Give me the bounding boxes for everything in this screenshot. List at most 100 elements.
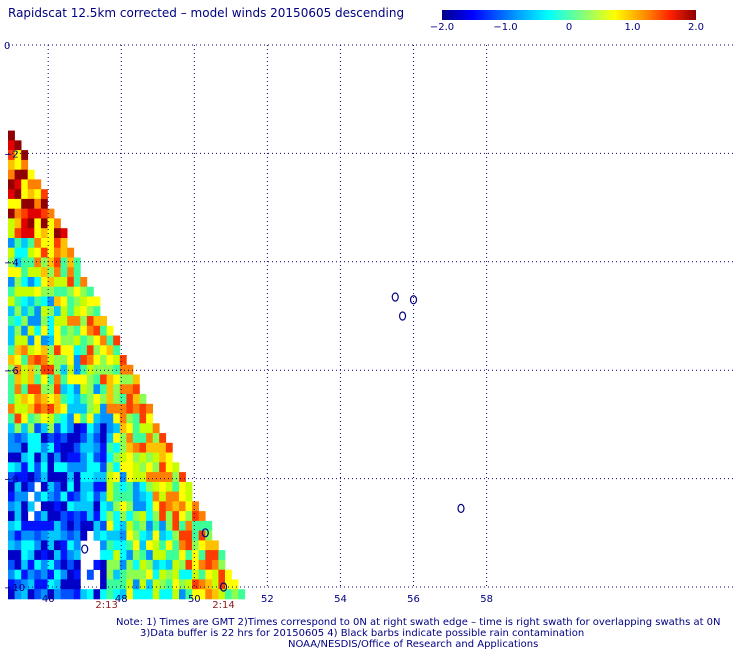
heatmap-cell (185, 589, 193, 600)
heatmap-cell (60, 569, 68, 580)
heatmap-cell (211, 579, 219, 590)
heatmap-cell (60, 511, 68, 522)
heatmap-cell (100, 355, 107, 366)
heatmap-cell (8, 286, 15, 297)
heatmap-cell (86, 462, 94, 473)
heatmap-cell (139, 403, 147, 414)
heatmap-cell (198, 569, 206, 580)
heatmap-cell (86, 306, 94, 317)
heatmap-cell (27, 198, 35, 209)
heatmap-cell (165, 530, 173, 541)
heatmap-cell (93, 374, 101, 385)
heatmap-cell (21, 520, 29, 531)
heatmap-cell (159, 579, 167, 590)
heatmap-cell (205, 550, 213, 561)
heatmap-cell (21, 247, 29, 258)
heatmap-cell (54, 481, 61, 492)
heatmap-cell (40, 238, 48, 249)
heatmap-cell (8, 530, 15, 541)
heatmap-cell (113, 413, 121, 424)
heatmap-cell (132, 423, 140, 434)
heatmap-cell (132, 550, 140, 561)
heatmap-cell (14, 228, 22, 239)
heatmap-cell (8, 520, 15, 531)
heatmap-cell (159, 491, 167, 502)
heatmap-cell (80, 501, 88, 512)
heatmap-cell (80, 462, 88, 473)
heatmap-cell (67, 530, 75, 541)
heatmap-cell (211, 540, 219, 551)
heatmap-cell (139, 481, 147, 492)
heatmap-cell (100, 520, 107, 531)
heatmap-cell (100, 442, 107, 453)
heatmap-cell (126, 569, 134, 580)
heatmap-cell (8, 228, 15, 239)
heatmap-cell (60, 452, 68, 463)
heatmap-cell (27, 345, 35, 356)
colorbar-tick-label: 1.0 (624, 22, 641, 33)
heatmap-cell (152, 589, 160, 600)
heatmap-cell (80, 452, 88, 463)
heatmap-cell (21, 491, 29, 502)
heatmap-cell (179, 540, 186, 551)
heatmap-cell (93, 413, 101, 424)
heatmap-cell (8, 550, 15, 561)
heatmap-cell (8, 316, 15, 327)
heatmap-cell (67, 384, 75, 395)
heatmap-cell (40, 462, 48, 473)
heatmap-cell (27, 364, 35, 375)
heatmap-cell (119, 511, 127, 522)
heatmap-cell (205, 569, 213, 580)
heatmap-cell (86, 472, 94, 483)
heatmap-cell (152, 462, 160, 473)
heatmap-cell (60, 325, 68, 336)
heatmap-cell (132, 413, 140, 424)
heatmap-cell (132, 433, 140, 444)
heatmap-cell (60, 550, 68, 561)
heatmap-cell (93, 423, 101, 434)
heatmap-cell (67, 452, 75, 463)
heatmap-cell (152, 511, 160, 522)
heatmap-cell (126, 413, 134, 424)
heatmap-cell (8, 169, 15, 180)
heatmap-cell (60, 257, 68, 268)
heatmap-cell (34, 189, 42, 200)
heatmap-cell (54, 345, 61, 356)
heatmap-cell (60, 462, 68, 473)
heatmap-cell (54, 452, 61, 463)
heatmap-cell (119, 364, 127, 375)
heatmap-cell (34, 296, 42, 307)
heatmap-cell (80, 394, 88, 405)
heatmap-cell (34, 550, 42, 561)
heatmap-cell (165, 462, 173, 473)
heatmap-cell (40, 316, 48, 327)
heatmap-cell (27, 374, 35, 385)
heatmap-cell (8, 472, 15, 483)
heatmap-cell (8, 267, 15, 278)
heatmap-cell (86, 491, 94, 502)
heatmap-cell (80, 589, 88, 600)
heatmap-cell (185, 511, 193, 522)
heatmap-cell (34, 228, 42, 239)
heatmap-cell (93, 481, 101, 492)
heatmap-cell (73, 306, 81, 317)
heatmap-cell (27, 579, 35, 590)
heatmap-cell (21, 277, 29, 288)
heatmap-cell (8, 247, 15, 258)
heatmap-cell (14, 413, 22, 424)
heatmap-cell (93, 296, 101, 307)
heatmap-cell (119, 423, 127, 434)
heatmap-cell (47, 423, 55, 434)
heatmap-cell (205, 520, 213, 531)
heatmap-cell (47, 413, 55, 424)
heatmap-cell (126, 481, 134, 492)
colorbar-tick-label: 0 (565, 22, 573, 33)
heatmap-cell (146, 589, 153, 600)
heatmap-cell (27, 569, 35, 580)
heatmap-cell (159, 559, 167, 570)
heatmap-cell (172, 472, 180, 483)
heatmap-cell (21, 481, 29, 492)
heatmap-cell (73, 374, 81, 385)
heatmap-cell (119, 472, 127, 483)
heatmap-cell (126, 491, 134, 502)
